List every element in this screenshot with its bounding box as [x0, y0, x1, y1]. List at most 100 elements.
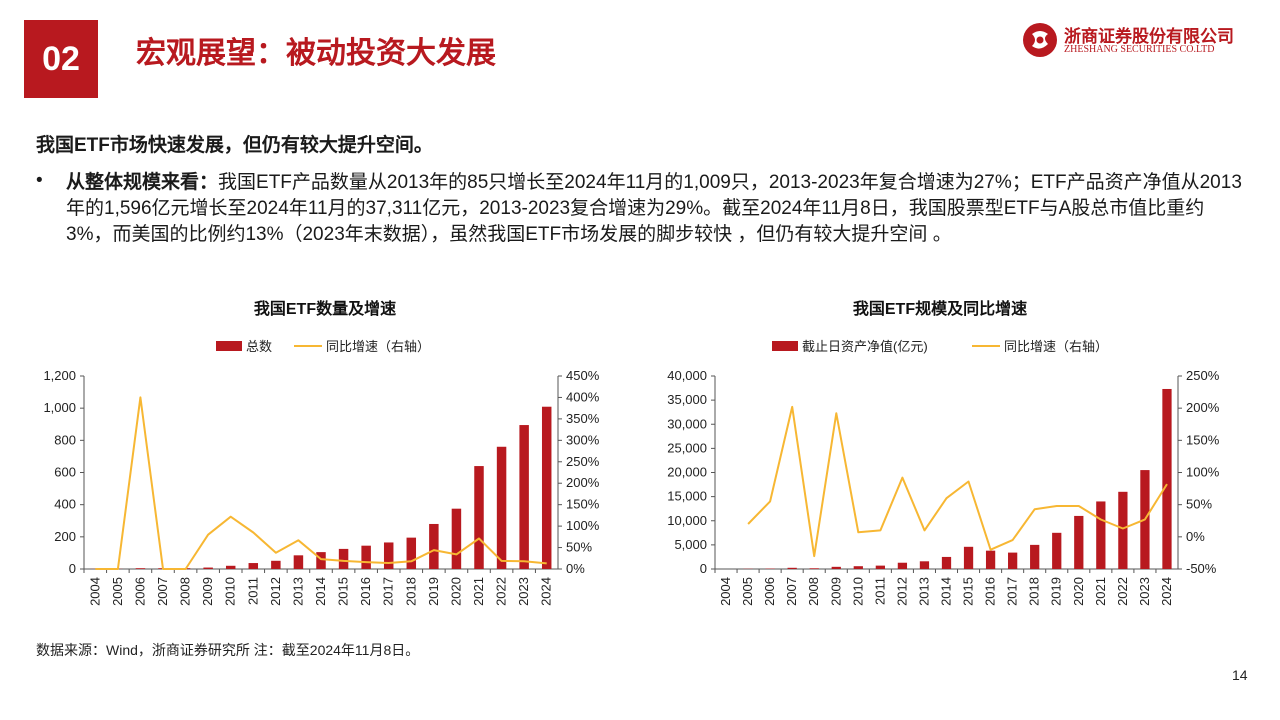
- x-tick-label: 2012: [268, 577, 283, 606]
- bar: [897, 562, 908, 569]
- legend-bar-swatch: [772, 341, 798, 351]
- bar: [383, 542, 394, 569]
- y-left-tick-label: 200: [54, 529, 76, 544]
- y-left-tick-label: 1,200: [43, 368, 76, 383]
- company-logo: 浙商证券股份有限公司 ZHESHANG SECURITIES CO.LTD: [1022, 22, 1262, 62]
- bar: [1118, 491, 1128, 569]
- x-tick-label: 2009: [828, 577, 843, 606]
- bar: [519, 425, 529, 569]
- y-right-tick-label: 150%: [566, 497, 600, 512]
- y-left-tick-label: 30,000: [667, 416, 707, 431]
- x-tick-label: 2013: [290, 577, 305, 606]
- y-left-tick-label: 400: [54, 497, 76, 512]
- y-right-tick-label: 450%: [566, 368, 600, 383]
- bar: [941, 556, 952, 569]
- bullet-text-block: 从整体规模来看：我国ETF产品数量从2013年的85只增长至2024年11月的1…: [66, 170, 1246, 248]
- x-tick-label: 2011: [245, 577, 260, 605]
- bullet-lead: 从整体规模来看：: [66, 172, 219, 193]
- bar: [406, 537, 417, 569]
- bar: [429, 523, 439, 569]
- source-note: 数据来源：Wind，浙商证券研究所 注：截至2024年11月8日。: [36, 642, 420, 658]
- bar: [963, 546, 974, 569]
- bar: [541, 406, 552, 569]
- y-right-tick-label: 250%: [566, 454, 600, 469]
- x-tick-label: 2019: [426, 577, 441, 606]
- y-right-tick-label: 0%: [1186, 529, 1205, 544]
- x-tick-label: 2014: [939, 577, 954, 606]
- subheading: 我国ETF市场快速发展，但仍有较大提升空间。: [36, 135, 433, 156]
- bar: [1030, 544, 1040, 569]
- x-tick-label: 2006: [132, 577, 147, 606]
- y-right-tick-label: 50%: [1186, 497, 1212, 512]
- x-tick-label: 2023: [1137, 577, 1152, 606]
- x-tick-label: 2016: [358, 577, 373, 606]
- y-right-tick-label: 200%: [566, 475, 600, 490]
- bar: [1008, 552, 1018, 569]
- x-tick-label: 2012: [894, 577, 909, 606]
- y-right-tick-label: 0%: [566, 561, 585, 576]
- x-tick-label: 2015: [961, 577, 976, 606]
- x-tick-label: 2004: [718, 577, 733, 606]
- x-tick-label: 2004: [87, 577, 102, 606]
- bar: [135, 568, 146, 569]
- x-tick-label: 2017: [381, 577, 396, 606]
- x-tick-label: 2010: [223, 577, 238, 606]
- bar: [474, 466, 484, 569]
- chart-title: 我国ETF数量及增速: [254, 299, 396, 318]
- y-right-tick-label: 150%: [1186, 432, 1220, 447]
- bar: [203, 567, 213, 569]
- logo-text-cn: 浙商证券股份有限公司: [1064, 27, 1234, 46]
- y-right-tick-label: 300%: [566, 432, 600, 447]
- x-tick-label: 2017: [1005, 577, 1020, 606]
- y-right-tick-label: 400%: [566, 389, 600, 404]
- bar: [451, 508, 462, 569]
- section-title: 宏观展望：被动投资大发展: [136, 37, 496, 70]
- y-left-tick-label: 25,000: [667, 440, 707, 455]
- x-tick-label: 2013: [916, 577, 931, 606]
- y-left-tick-label: 20,000: [667, 465, 707, 480]
- x-tick-label: 2018: [1027, 577, 1042, 606]
- bar: [361, 545, 371, 569]
- bar: [809, 568, 819, 569]
- legend-label: 截止日资产净值(亿元): [802, 339, 928, 354]
- x-tick-label: 2016: [983, 577, 998, 606]
- bar: [225, 565, 236, 569]
- x-tick-label: 2008: [806, 577, 821, 606]
- legend-label: 同比增速（右轴）: [326, 339, 430, 354]
- growth-line: [95, 396, 547, 570]
- x-tick-label: 2020: [448, 577, 463, 606]
- y-left-tick-label: 10,000: [667, 513, 707, 528]
- bar: [316, 552, 326, 569]
- page-number: 14: [1232, 667, 1248, 683]
- zheshang-logo-icon: [1023, 23, 1057, 57]
- legend-label: 同比增速（右轴）: [1004, 339, 1108, 354]
- y-left-tick-label: 35,000: [667, 392, 707, 407]
- bar: [1052, 532, 1062, 569]
- bar: [271, 560, 281, 569]
- y-left-tick-label: 0: [69, 561, 76, 576]
- x-tick-label: 2007: [155, 577, 170, 606]
- bullet-dot-icon: •: [36, 170, 43, 191]
- bar: [919, 561, 930, 569]
- section-number-badge: 02: [24, 20, 98, 98]
- x-tick-label: 2010: [850, 577, 865, 606]
- bullet-paragraph: • 从整体规模来看：我国ETF产品数量从2013年的85只增长至2024年11月…: [36, 170, 1246, 248]
- x-tick-label: 2020: [1071, 577, 1086, 606]
- bar: [831, 566, 841, 569]
- bar: [496, 446, 507, 569]
- y-left-tick-label: 0: [700, 561, 707, 576]
- x-tick-label: 2014: [313, 577, 328, 606]
- y-left-tick-label: 5,000: [674, 537, 707, 552]
- y-right-tick-label: 100%: [1186, 465, 1220, 480]
- bar: [853, 566, 863, 569]
- growth-line: [747, 405, 1168, 558]
- x-tick-label: 2005: [740, 577, 755, 606]
- x-tick-label: 2021: [1093, 577, 1108, 606]
- legend-bar-swatch: [216, 341, 242, 351]
- y-left-tick-label: 1,000: [43, 400, 76, 415]
- y-left-tick-label: 40,000: [667, 368, 707, 383]
- bar: [1074, 515, 1084, 569]
- x-tick-label: 2019: [1049, 577, 1064, 606]
